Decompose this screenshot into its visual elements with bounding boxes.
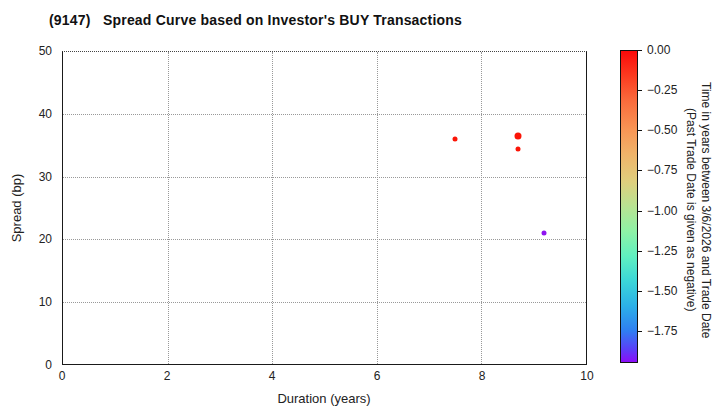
plot-area [62, 51, 587, 365]
gridline-y-20 [63, 239, 586, 240]
colorbar-tickmark-6 [638, 291, 642, 292]
data-point-0 [453, 137, 458, 142]
colorbar-tick-label-5: −1.25 [647, 244, 677, 258]
colorbar-tickmark-0 [638, 50, 642, 51]
data-point-3 [542, 230, 547, 235]
colorbar-label-line1: Time in years between 3/6/2026 and Trade… [699, 0, 713, 420]
spread-curve-chart: (9147) Spread Curve based on Investor's … [0, 0, 720, 420]
x-tick-0: 0 [59, 369, 66, 383]
x-tick-4: 4 [269, 369, 276, 383]
colorbar-tick-label-7: −1.75 [647, 324, 677, 338]
colorbar-tickmark-2 [638, 130, 642, 131]
colorbar-tick-label-0: 0.00 [647, 43, 670, 57]
colorbar-tickmark-3 [638, 170, 642, 171]
y-tick-0: 0 [45, 358, 52, 372]
x-axis-label: Duration (years) [277, 391, 370, 406]
gridline-y-40 [63, 114, 586, 115]
gridline-x-2 [168, 52, 169, 364]
colorbar-tick-label-6: −1.50 [647, 284, 677, 298]
colorbar-tick-label-2: −0.50 [647, 123, 677, 137]
colorbar-tickmark-1 [638, 90, 642, 91]
x-tick-8: 8 [479, 369, 486, 383]
y-axis-ticks: 01020304050 [0, 51, 52, 365]
gridline-x-6 [377, 52, 378, 364]
x-tick-6: 6 [374, 369, 381, 383]
colorbar-tickmark-7 [638, 331, 642, 332]
gridline-x-8 [481, 52, 482, 364]
gridline-y-10 [63, 302, 586, 303]
x-axis-ticks: 0246810 [62, 369, 587, 385]
data-point-2 [516, 146, 521, 151]
colorbar-tick-label-3: −0.75 [647, 163, 677, 177]
y-tick-50: 50 [39, 44, 52, 58]
colorbar-label-line2: (Past Trade Date is given as negative) [684, 0, 698, 420]
x-tick-10: 10 [580, 369, 593, 383]
colorbar [620, 50, 638, 363]
y-tick-30: 30 [39, 170, 52, 184]
colorbar-tick-label-4: −1.00 [647, 204, 677, 218]
gridline-y-30 [63, 177, 586, 178]
gridline-x-4 [272, 52, 273, 364]
y-tick-10: 10 [39, 295, 52, 309]
x-tick-2: 2 [164, 369, 171, 383]
y-tick-20: 20 [39, 232, 52, 246]
colorbar-tickmark-4 [638, 211, 642, 212]
colorbar-tickmark-5 [638, 251, 642, 252]
y-tick-40: 40 [39, 107, 52, 121]
chart-title: (9147) Spread Curve based on Investor's … [49, 12, 462, 28]
data-point-1 [515, 133, 522, 140]
colorbar-tick-label-1: −0.25 [647, 83, 677, 97]
